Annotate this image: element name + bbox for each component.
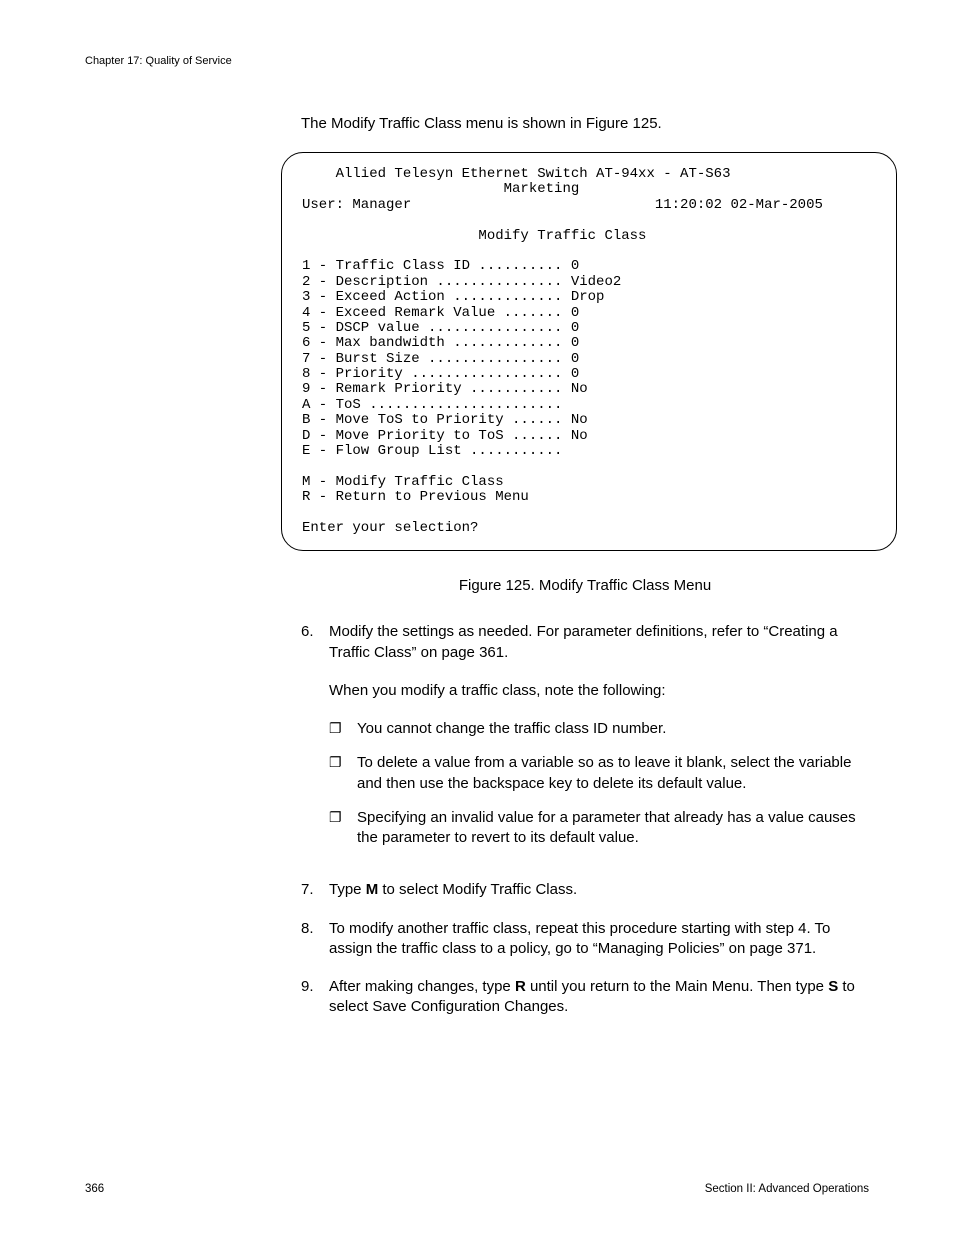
bullet-icon: ❐ [329, 808, 357, 849]
step-8: 8. To modify another traffic class, repe… [301, 919, 869, 960]
step-number: 7. [301, 880, 329, 900]
step-7: 7. Type M to select Modify Traffic Class… [301, 880, 869, 900]
bullet-item: ❐ To delete a value from a variable so a… [329, 753, 869, 794]
step-text: To modify another traffic class, repeat … [329, 919, 869, 960]
bullet-text: To delete a value from a variable so as … [357, 753, 869, 794]
section-label: Section II: Advanced Operations [705, 1183, 869, 1195]
step-6: 6. Modify the settings as needed. For pa… [301, 622, 869, 862]
step-number: 8. [301, 919, 329, 960]
page-number: 366 [85, 1183, 104, 1195]
chapter-header: Chapter 17: Quality of Service [85, 55, 869, 67]
terminal-screen: Allied Telesyn Ethernet Switch AT-94xx -… [281, 152, 897, 551]
key-ref: S [828, 978, 838, 995]
key-ref: R [515, 978, 526, 995]
bullet-item: ❐ Specifying an invalid value for a para… [329, 808, 869, 849]
step-number: 9. [301, 977, 329, 1018]
step-text: After making changes, type R until you r… [329, 977, 869, 1018]
step-text: Type M to select Modify Traffic Class. [329, 880, 869, 900]
step-text: Modify the settings as needed. For param… [329, 622, 869, 663]
bullet-icon: ❐ [329, 753, 357, 794]
step-text: When you modify a traffic class, note th… [329, 681, 869, 701]
figure-caption: Figure 125. Modify Traffic Class Menu [301, 577, 869, 594]
step-9: 9. After making changes, type R until yo… [301, 977, 869, 1018]
bullet-item: ❐ You cannot change the traffic class ID… [329, 719, 869, 739]
bullet-text: Specifying an invalid value for a parame… [357, 808, 869, 849]
key-ref: M [366, 881, 379, 898]
bullet-list: ❐ You cannot change the traffic class ID… [329, 719, 869, 848]
intro-paragraph: The Modify Traffic Class menu is shown i… [301, 115, 869, 132]
bullet-text: You cannot change the traffic class ID n… [357, 719, 869, 739]
bullet-icon: ❐ [329, 719, 357, 739]
step-number: 6. [301, 622, 329, 862]
